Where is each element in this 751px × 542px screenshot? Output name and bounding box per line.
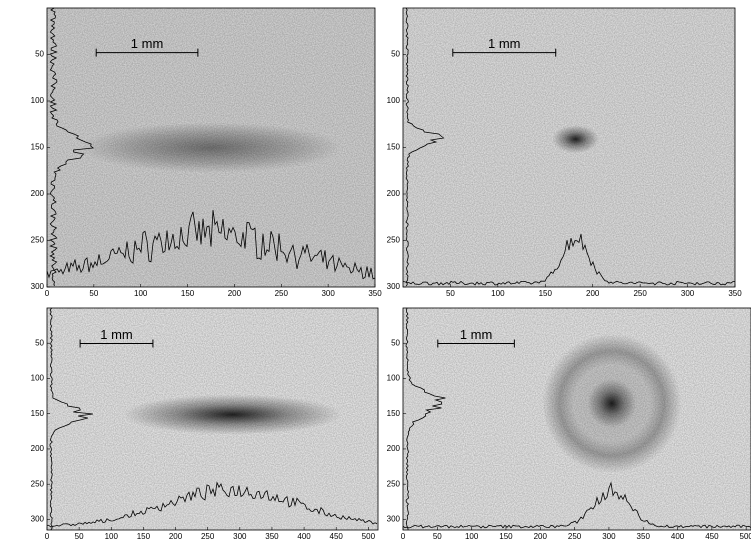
y-tick-label: 300 <box>31 515 45 524</box>
x-tick-label: 350 <box>637 532 651 541</box>
panel: 1 mm 0 50 100 150 200 250 300 350 400 450 500 50 100 1… <box>31 307 379 541</box>
panel: 1 mm 50 100 150 200 250 300 350 50 100 150 200 250 30… <box>387 7 742 298</box>
horizontal-profile <box>402 481 751 529</box>
beam-spot <box>79 122 343 173</box>
scale-bar-label: 1 mm <box>460 327 493 342</box>
x-tick-label: 250 <box>275 289 289 298</box>
y-tick-label: 150 <box>387 143 401 152</box>
y-tick-label: 100 <box>387 374 401 383</box>
x-tick-label: 450 <box>705 532 719 541</box>
x-tick-label: 300 <box>233 532 247 541</box>
scale-bar-label: 1 mm <box>488 36 521 51</box>
x-tick-label: 50 <box>75 532 84 541</box>
vertical-profile <box>405 307 446 531</box>
y-tick-label: 250 <box>387 236 401 245</box>
y-tick-label: 200 <box>387 189 401 198</box>
x-tick-label: 250 <box>201 532 215 541</box>
y-tick-label: 100 <box>31 374 45 383</box>
y-tick-label: 150 <box>31 143 45 152</box>
x-tick-label: 350 <box>728 289 742 298</box>
horizontal-profile <box>47 481 378 528</box>
y-tick-label: 50 <box>35 50 44 59</box>
scale-bar-label: 1 mm <box>131 36 164 51</box>
y-tick-label: 250 <box>31 236 45 245</box>
x-tick-label: 0 <box>45 289 50 298</box>
y-tick-label: 200 <box>31 189 45 198</box>
vertical-profile <box>405 7 445 287</box>
x-tick-label: 0 <box>45 532 50 541</box>
x-tick-label: 400 <box>671 532 685 541</box>
y-tick-label: 50 <box>35 338 44 347</box>
y-tick-label: 300 <box>387 515 401 524</box>
vertical-profile <box>49 307 93 531</box>
y-tick-label: 200 <box>387 444 401 453</box>
x-tick-label: 200 <box>228 289 242 298</box>
panel: 1 mm 0 50 100 150 200 250 300 350 400 450 500 50 100 1… <box>387 307 751 541</box>
y-tick-label: 150 <box>387 409 401 418</box>
x-tick-label: 200 <box>534 532 548 541</box>
y-tick-label: 50 <box>391 50 400 59</box>
x-tick-label: 350 <box>265 532 279 541</box>
frame <box>402 307 751 531</box>
beam-spot <box>123 394 342 435</box>
x-tick-label: 50 <box>446 289 455 298</box>
x-tick-label: 100 <box>491 289 505 298</box>
x-tick-label: 450 <box>330 532 344 541</box>
x-tick-label: 300 <box>602 532 616 541</box>
x-tick-label: 300 <box>681 289 695 298</box>
x-tick-label: 400 <box>297 532 311 541</box>
x-tick-label: 500 <box>740 532 751 541</box>
y-tick-label: 300 <box>387 282 401 291</box>
y-tick-label: 250 <box>31 479 45 488</box>
x-tick-label: 300 <box>321 289 335 298</box>
x-tick-label: 100 <box>465 532 479 541</box>
horizontal-profile <box>402 233 735 286</box>
x-tick-label: 150 <box>499 532 513 541</box>
x-tick-label: 150 <box>181 289 195 298</box>
x-tick-label: 0 <box>401 532 406 541</box>
y-tick-label: 250 <box>387 479 401 488</box>
beam-spot <box>552 125 599 154</box>
x-tick-label: 250 <box>633 289 647 298</box>
x-tick-label: 50 <box>433 532 442 541</box>
panel: 1 mm 0 50 100 150 200 250 300 350 50 100 150 200 250 3… <box>31 7 382 298</box>
scale-bar-label: 1 mm <box>100 327 133 342</box>
beam-spot <box>587 379 637 428</box>
x-tick-label: 100 <box>105 532 119 541</box>
x-tick-label: 350 <box>368 289 382 298</box>
x-tick-label: 100 <box>134 289 148 298</box>
x-tick-label: 150 <box>137 532 151 541</box>
vertical-profile <box>49 7 95 287</box>
horizontal-profile <box>46 210 376 280</box>
frame <box>46 307 379 531</box>
y-tick-label: 300 <box>31 282 45 291</box>
x-tick-label: 50 <box>89 289 98 298</box>
y-tick-label: 200 <box>31 444 45 453</box>
x-tick-label: 250 <box>568 532 582 541</box>
y-tick-label: 50 <box>391 338 400 347</box>
y-tick-label: 100 <box>31 96 45 105</box>
x-tick-label: 150 <box>539 289 553 298</box>
x-tick-label: 200 <box>586 289 600 298</box>
x-tick-label: 500 <box>362 532 376 541</box>
x-tick-label: 200 <box>169 532 183 541</box>
y-tick-label: 150 <box>31 409 45 418</box>
y-tick-label: 100 <box>387 96 401 105</box>
